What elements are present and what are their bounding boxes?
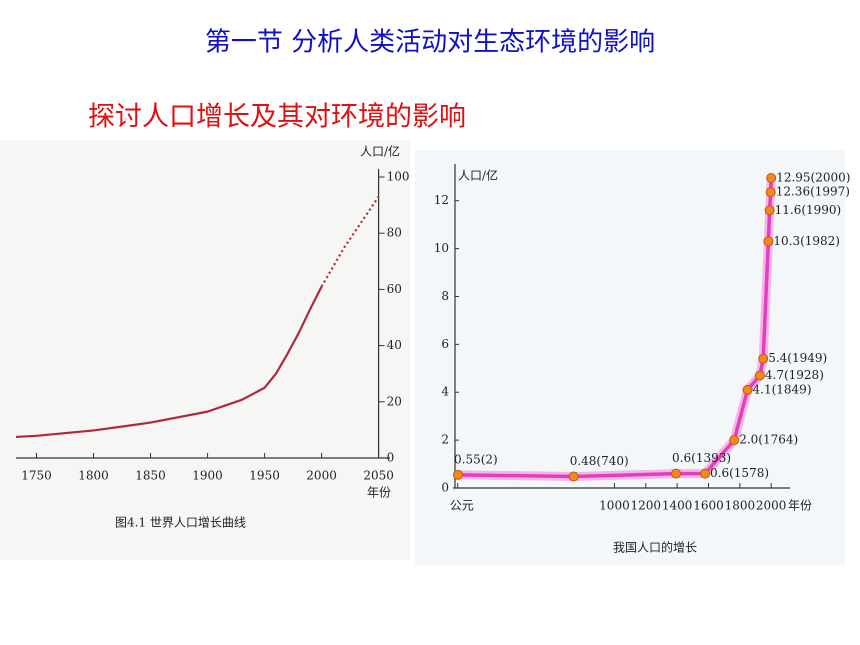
data-point xyxy=(763,236,774,247)
data-label: 0.6(1578) xyxy=(710,466,769,480)
x-tick-label: 1850 xyxy=(135,469,166,483)
data-label: 5.4(1949) xyxy=(768,351,827,365)
data-point xyxy=(729,435,740,446)
x-tick-label: 1750 xyxy=(21,469,52,483)
x-tick-label: 1900 xyxy=(192,469,223,483)
data-label: 12.36(1997) xyxy=(776,185,850,199)
x-tick-label: 2000 xyxy=(756,499,787,513)
data-label: 0.55(2) xyxy=(454,452,498,466)
data-point xyxy=(700,468,711,479)
chart-caption: 我国人口的增长 xyxy=(613,540,697,555)
y-tick-label: 100 xyxy=(387,170,410,184)
x-tick-label: 1000 xyxy=(599,499,630,513)
data-label: 10.3(1982) xyxy=(773,234,840,248)
y-tick-label: 0 xyxy=(441,481,449,495)
data-label: 4.1(1849) xyxy=(753,382,812,396)
x-tick-label: 1200 xyxy=(631,499,662,513)
data-point xyxy=(758,353,769,364)
data-point xyxy=(765,187,776,198)
y-tick-label: 60 xyxy=(387,282,402,296)
x-tick-label: 1600 xyxy=(693,499,724,513)
y-tick-label: 8 xyxy=(441,289,449,303)
y-tick-label: 10 xyxy=(434,241,449,255)
x-tick-label: 1800 xyxy=(78,469,109,483)
x-tick-label: 2000 xyxy=(306,469,337,483)
data-point xyxy=(764,205,775,216)
y-tick-label: 2 xyxy=(441,433,449,447)
data-label: 12.95(2000) xyxy=(776,170,850,184)
data-point xyxy=(766,172,777,183)
slide-subtitle: 探讨人口增长及其对环境的影响 xyxy=(88,102,466,133)
y-tick-label: 40 xyxy=(387,338,402,352)
slide-title: 第一节 分析人类活动对生态环境的影响 xyxy=(205,28,655,58)
data-point xyxy=(568,471,579,482)
data-point xyxy=(453,469,464,480)
x-axis-label: 年份 xyxy=(788,499,812,513)
chart-caption: 图4.1 世界人口增长曲线 xyxy=(115,516,246,530)
data-label: 0.48(740) xyxy=(570,454,629,468)
y-tick-label: 4 xyxy=(441,385,449,399)
y-tick-label: 6 xyxy=(441,337,449,351)
x-tick-label: 1400 xyxy=(662,499,693,513)
series-line xyxy=(15,286,323,439)
data-point xyxy=(671,468,682,479)
x-tick-label: 1950 xyxy=(249,469,280,483)
data-point xyxy=(754,370,765,381)
x-tick-label: 公元 xyxy=(450,499,474,513)
data-point xyxy=(742,384,753,395)
x-axis-label: 年份 xyxy=(367,486,391,500)
x-tick-label: 2050 xyxy=(363,469,394,483)
data-label: 0.6(1393) xyxy=(672,451,731,465)
data-label: 11.6(1990) xyxy=(775,203,842,217)
left-panel xyxy=(0,140,410,560)
x-tick-label: 1800 xyxy=(725,499,756,513)
data-label: 4.7(1928) xyxy=(765,368,824,382)
y-tick-label: 12 xyxy=(434,193,449,207)
y-tick-label: 20 xyxy=(387,394,402,408)
y-axis-label: 人口/亿 xyxy=(458,168,498,183)
y-tick-label: 0 xyxy=(387,451,395,465)
data-label: 2.0(1764) xyxy=(739,433,798,447)
y-tick-label: 80 xyxy=(387,226,402,240)
y-axis-label: 人口/亿 xyxy=(360,144,400,159)
series-line xyxy=(320,196,380,288)
